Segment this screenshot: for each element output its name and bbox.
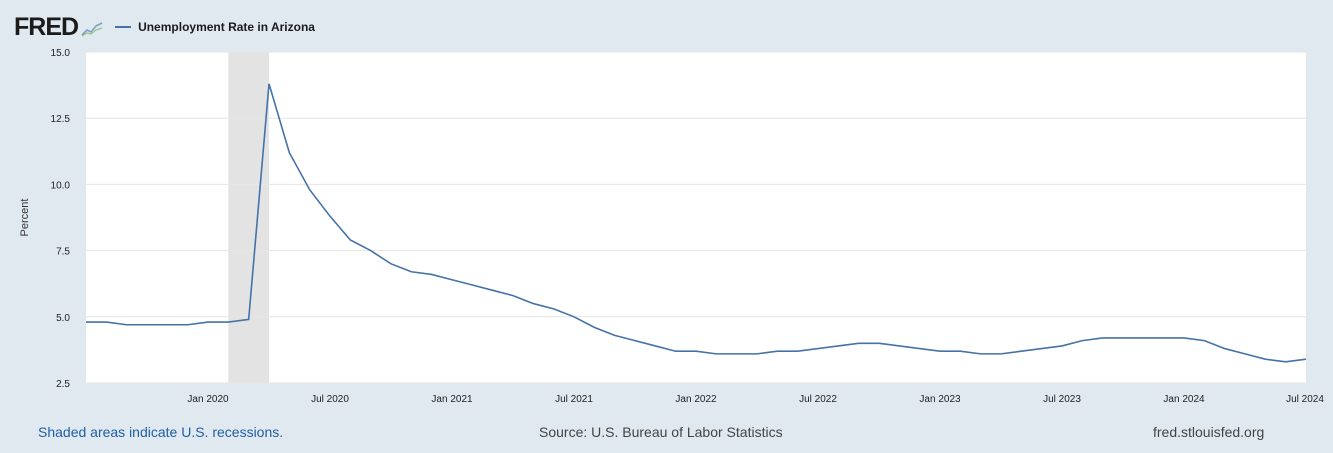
data-point[interactable] [917, 346, 923, 352]
data-point[interactable] [307, 187, 313, 193]
data-point[interactable] [144, 322, 150, 328]
data-point[interactable] [937, 348, 943, 354]
source-text: Source: U.S. Bureau of Labor Statistics [539, 424, 783, 440]
x-tick-label: Jan 2024 [1163, 394, 1205, 405]
data-point[interactable] [530, 301, 536, 307]
data-point[interactable] [1201, 338, 1207, 344]
y-tick-label: 7.5 [56, 247, 70, 258]
data-point[interactable] [754, 351, 760, 357]
data-point[interactable] [1262, 356, 1268, 362]
data-point[interactable] [734, 351, 740, 357]
data-point[interactable] [1059, 343, 1065, 349]
data-point[interactable] [1303, 356, 1309, 362]
data-point[interactable] [673, 348, 679, 354]
data-point[interactable] [551, 306, 557, 312]
y-tick-label: 15.0 [51, 48, 71, 59]
data-point[interactable] [835, 343, 841, 349]
data-point[interactable] [1242, 351, 1248, 357]
data-point[interactable] [1100, 335, 1106, 341]
x-tick-label: Jan 2020 [187, 394, 229, 405]
data-point[interactable] [591, 324, 597, 330]
data-point[interactable] [368, 248, 374, 254]
data-point[interactable] [774, 348, 780, 354]
data-point[interactable] [490, 287, 496, 293]
x-tick-label: Jul 2021 [555, 394, 593, 405]
x-tick-label: Jul 2022 [799, 394, 837, 405]
y-axis-label: Percent [19, 199, 31, 237]
data-point[interactable] [1018, 348, 1024, 354]
data-point[interactable] [1079, 338, 1085, 344]
legend-line-swatch [115, 26, 132, 28]
y-tick-labels: 2.5 5.0 7.5 10.0 12.5 15.0 [51, 48, 71, 390]
data-point[interactable] [815, 346, 821, 352]
data-point[interactable] [246, 316, 252, 322]
data-point[interactable] [957, 348, 963, 354]
data-point[interactable] [652, 343, 658, 349]
data-point[interactable] [1039, 346, 1045, 352]
x-tick-label: Jul 2024 [1286, 394, 1324, 405]
data-point[interactable] [612, 332, 618, 338]
data-point[interactable] [164, 322, 170, 328]
y-tick-label: 12.5 [51, 114, 71, 125]
data-point[interactable] [896, 343, 902, 349]
grid-layer [86, 51, 1306, 384]
fred-graph-icon [81, 22, 103, 37]
data-point[interactable] [327, 213, 333, 219]
data-point[interactable] [795, 348, 801, 354]
chart-svg: 2.55.07.510.012.515.0 Jan 2020 Jul 2020 Ja… [19, 48, 1324, 405]
data-point[interactable] [469, 282, 475, 288]
y-tick-label: 10.0 [51, 180, 71, 191]
data-point[interactable] [124, 322, 130, 328]
site-url[interactable]: fred.stlouisfed.org [1153, 424, 1265, 440]
x-tick-labels: Jan 2020 Jul 2020 Jan 2021 Jul 2021 Jan 2022… [187, 394, 1324, 405]
data-point[interactable] [1120, 335, 1126, 341]
data-point[interactable] [856, 340, 862, 346]
data-point[interactable] [876, 340, 882, 346]
data-point[interactable] [286, 150, 292, 156]
legend-series-label[interactable]: Unemployment Rate in Arizona [138, 20, 315, 34]
y-tick-label: 5.0 [56, 313, 70, 324]
data-point[interactable] [510, 293, 516, 299]
series-line-unemployment-arizona[interactable] [86, 83, 1307, 363]
data-point[interactable] [1222, 346, 1228, 352]
data-point[interactable] [693, 348, 699, 354]
plot-area [86, 52, 1306, 383]
data-point[interactable] [429, 271, 435, 277]
chart-footer: Shaded areas indicate U.S. recessions. S… [0, 424, 1333, 444]
data-point[interactable] [83, 319, 89, 325]
fred-logo[interactable]: FRED [14, 12, 79, 41]
data-point[interactable] [103, 319, 109, 325]
chart-header: FRED Unemployment Rate in Arizona [14, 12, 315, 42]
data-point[interactable] [1283, 359, 1289, 365]
x-tick-label: Jan 2023 [919, 394, 961, 405]
recession-layer [228, 52, 269, 383]
x-tick-label: Jul 2023 [1043, 394, 1081, 405]
data-point[interactable] [347, 237, 353, 243]
data-point[interactable] [266, 81, 272, 87]
data-point[interactable] [978, 351, 984, 357]
y-tick-label: 2.5 [56, 379, 70, 390]
data-point[interactable] [185, 322, 191, 328]
data-point[interactable] [1161, 335, 1167, 341]
data-point[interactable] [1181, 335, 1187, 341]
x-tick-label: Jul 2020 [311, 394, 349, 405]
recession-note-link[interactable]: Shaded areas indicate U.S. recessions. [38, 424, 284, 440]
data-point[interactable] [205, 319, 211, 325]
data-point[interactable] [388, 261, 394, 267]
data-point[interactable] [225, 319, 231, 325]
x-tick-label: Jan 2021 [431, 394, 473, 405]
x-tick-label: Jan 2022 [675, 394, 717, 405]
data-point[interactable] [408, 269, 414, 275]
recession-band-0 [228, 52, 269, 383]
data-point[interactable] [571, 314, 577, 320]
data-point[interactable] [1140, 335, 1146, 341]
data-point[interactable] [998, 351, 1004, 357]
data-point[interactable] [713, 351, 719, 357]
data-point[interactable] [632, 338, 638, 344]
data-point[interactable] [449, 277, 455, 283]
